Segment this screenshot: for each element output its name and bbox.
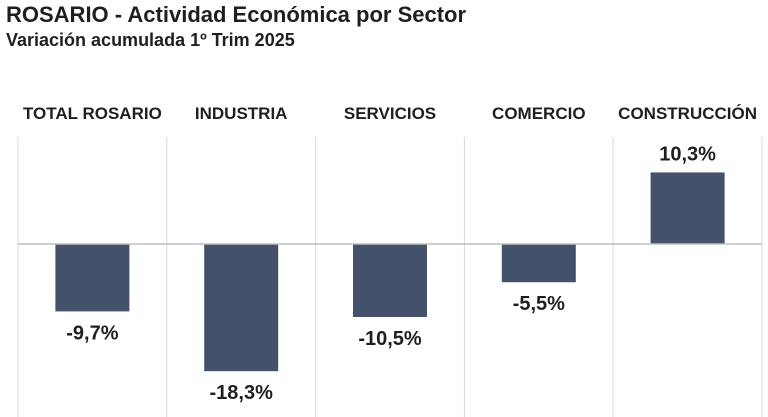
category-label: CONSTRUCCIÓN [618, 104, 757, 123]
bar [204, 244, 279, 372]
data-label: -9,7% [66, 322, 118, 344]
data-label: -10,5% [358, 328, 422, 350]
chart-title: ROSARIO - Actividad Económica por Sector [6, 2, 467, 27]
data-label: -18,3% [210, 382, 274, 404]
data-label: -5,5% [513, 293, 565, 315]
data-label: 10,3% [659, 143, 716, 165]
category-label: SERVICIOS [344, 104, 436, 123]
bar [55, 244, 130, 312]
category-label: COMERCIO [492, 104, 586, 123]
chart-subtitle: Variación acumulada 1º Trim 2025 [6, 30, 295, 50]
bar [650, 172, 725, 244]
category-label: INDUSTRIA [195, 104, 288, 123]
category-label: TOTAL ROSARIO [23, 104, 162, 123]
bar [353, 244, 427, 317]
bar [501, 244, 576, 283]
